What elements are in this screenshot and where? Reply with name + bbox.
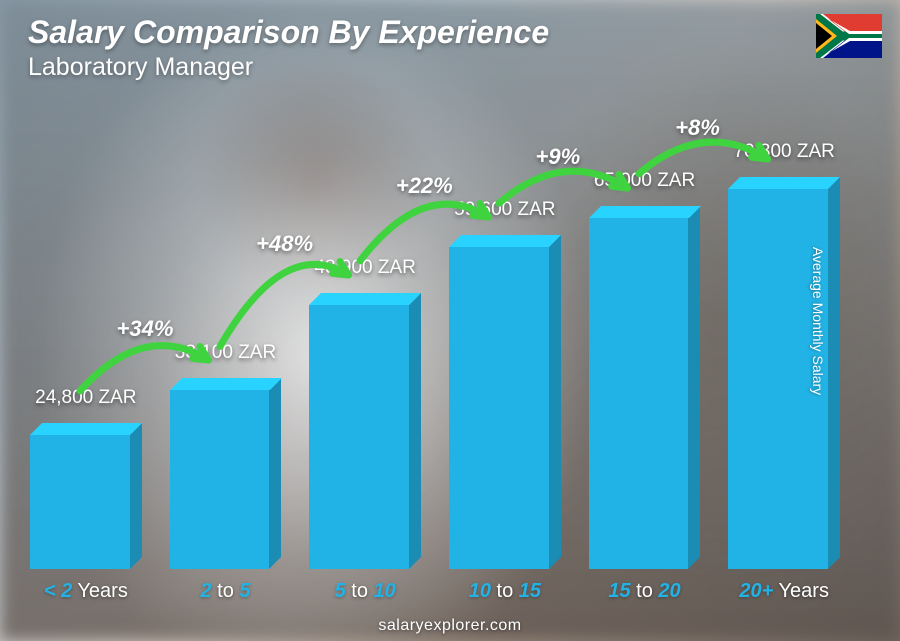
bar: [449, 247, 561, 569]
bar-front: [449, 247, 549, 569]
bar-side: [688, 206, 700, 569]
chart-title: Salary Comparison By Experience: [28, 14, 830, 51]
x-axis-label: 5 to 10: [309, 580, 421, 603]
pct-increase-label: +48%: [256, 231, 313, 257]
bar-side: [269, 378, 281, 569]
pct-increase-label: +9%: [536, 144, 581, 170]
bar-front: [30, 435, 130, 569]
bar-slot: 59,600 ZAR: [449, 109, 561, 569]
pct-increase-label: +8%: [675, 115, 720, 141]
x-axis-labels: < 2 Years 2 to 5 5 to 10 10 to 15 15 to 20 20…: [30, 580, 840, 603]
bar: [170, 390, 282, 569]
x-axis-label: 15 to 20: [589, 580, 701, 603]
bar-slot: 65,000 ZAR: [589, 109, 701, 569]
bar-side: [549, 235, 561, 569]
bar: [589, 218, 701, 569]
bar-front: [309, 305, 409, 569]
bar-value-label: 33,100 ZAR: [175, 342, 276, 364]
bar-top: [170, 378, 282, 390]
bar-top: [449, 235, 561, 247]
bar-value-label: 48,900 ZAR: [314, 257, 415, 279]
bar-side: [828, 177, 840, 569]
bar-side: [409, 293, 421, 569]
bar-value-label: 24,800 ZAR: [35, 387, 136, 409]
bar: [309, 305, 421, 569]
footer-attribution: salaryexplorer.com: [0, 617, 900, 635]
x-axis-label: 10 to 15: [449, 580, 561, 603]
x-axis-label: < 2 Years: [30, 580, 142, 603]
bar-value-label: 59,600 ZAR: [454, 199, 555, 221]
x-axis-label: 20+ Years: [728, 580, 840, 603]
bar-top: [309, 293, 421, 305]
bar-value-label: 65,000 ZAR: [594, 170, 695, 192]
flag-south-africa: [816, 14, 882, 58]
y-axis-label: Average Monthly Salary: [810, 246, 826, 394]
bar: [30, 435, 142, 569]
pct-increase-label: +22%: [396, 173, 453, 199]
bar-top: [589, 206, 701, 218]
bar-top: [30, 423, 142, 435]
bar-top: [728, 177, 840, 189]
x-axis-label: 2 to 5: [170, 580, 282, 603]
chart-subtitle: Laboratory Manager: [28, 53, 830, 82]
bar-front: [589, 218, 689, 569]
bar-front: [170, 390, 270, 569]
bar-slot: 33,100 ZAR: [170, 109, 282, 569]
pct-increase-label: +34%: [117, 316, 174, 342]
header: Salary Comparison By Experience Laborato…: [28, 14, 830, 82]
bar-side: [130, 423, 142, 569]
bar-value-label: 70,300 ZAR: [733, 141, 834, 163]
